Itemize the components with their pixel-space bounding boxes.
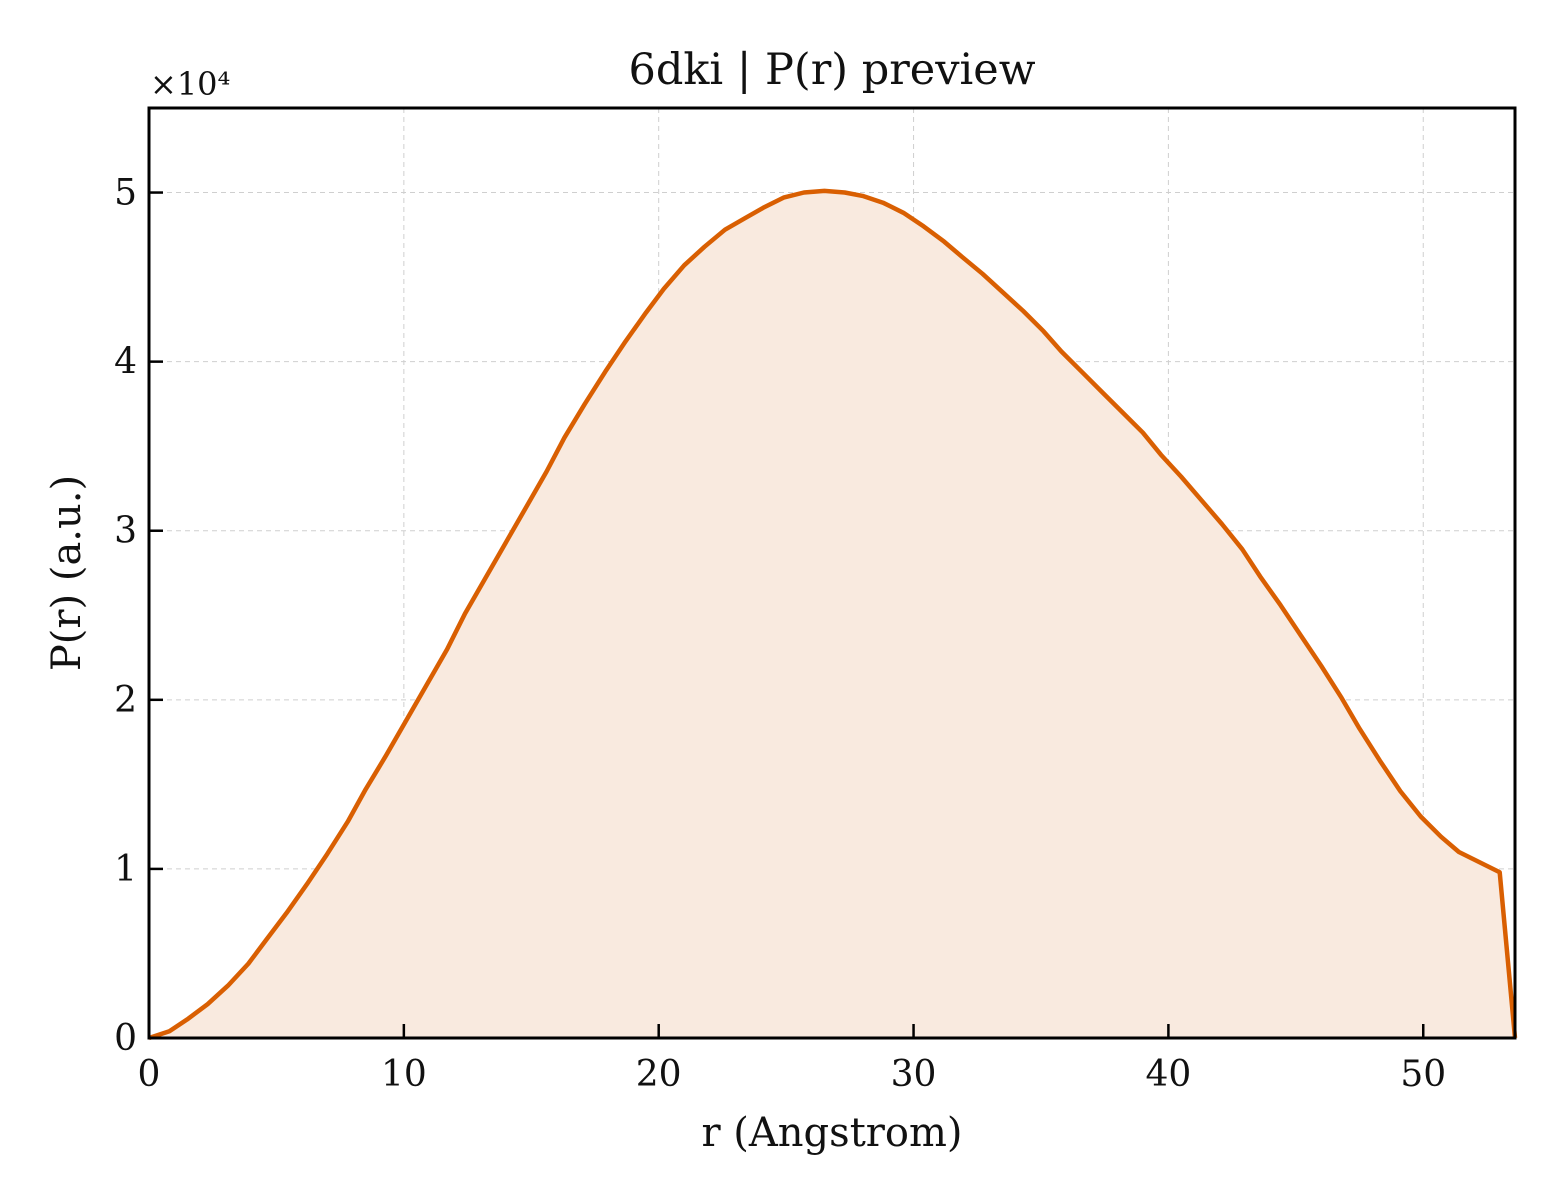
chart-title: 6dki | P(r) preview <box>628 45 1035 95</box>
plot-frame <box>147 106 1517 1040</box>
y-multiplier-label: ×10⁴ <box>150 65 230 103</box>
x-tick-labels: 0 10 20 30 40 50 <box>138 1054 1447 1095</box>
y-tick-label: 2 <box>114 680 137 721</box>
y-tick-label: 5 <box>114 173 137 214</box>
pr-area-fill <box>149 190 1515 1038</box>
tick-marks <box>147 191 1425 1040</box>
x-tick-label: 50 <box>1400 1054 1446 1095</box>
x-tick-label: 20 <box>636 1054 682 1095</box>
x-axis-label: r (Angstrom) <box>701 1110 962 1156</box>
x-tick-label: 30 <box>891 1054 937 1095</box>
y-tick-label: 3 <box>114 511 137 552</box>
y-axis-label: P(r) (a.u.) <box>44 475 90 671</box>
x-tick-label: 40 <box>1145 1054 1191 1095</box>
y-tick-labels: 0 1 2 3 4 5 <box>114 173 137 1059</box>
y-tick-label: 4 <box>114 342 137 383</box>
x-tick-label: 10 <box>381 1054 427 1095</box>
pr-series-line <box>148 188 1518 1041</box>
y-tick-label: 0 <box>114 1018 137 1059</box>
x-tick-label: 0 <box>138 1054 161 1095</box>
y-tick-label: 1 <box>114 849 137 890</box>
